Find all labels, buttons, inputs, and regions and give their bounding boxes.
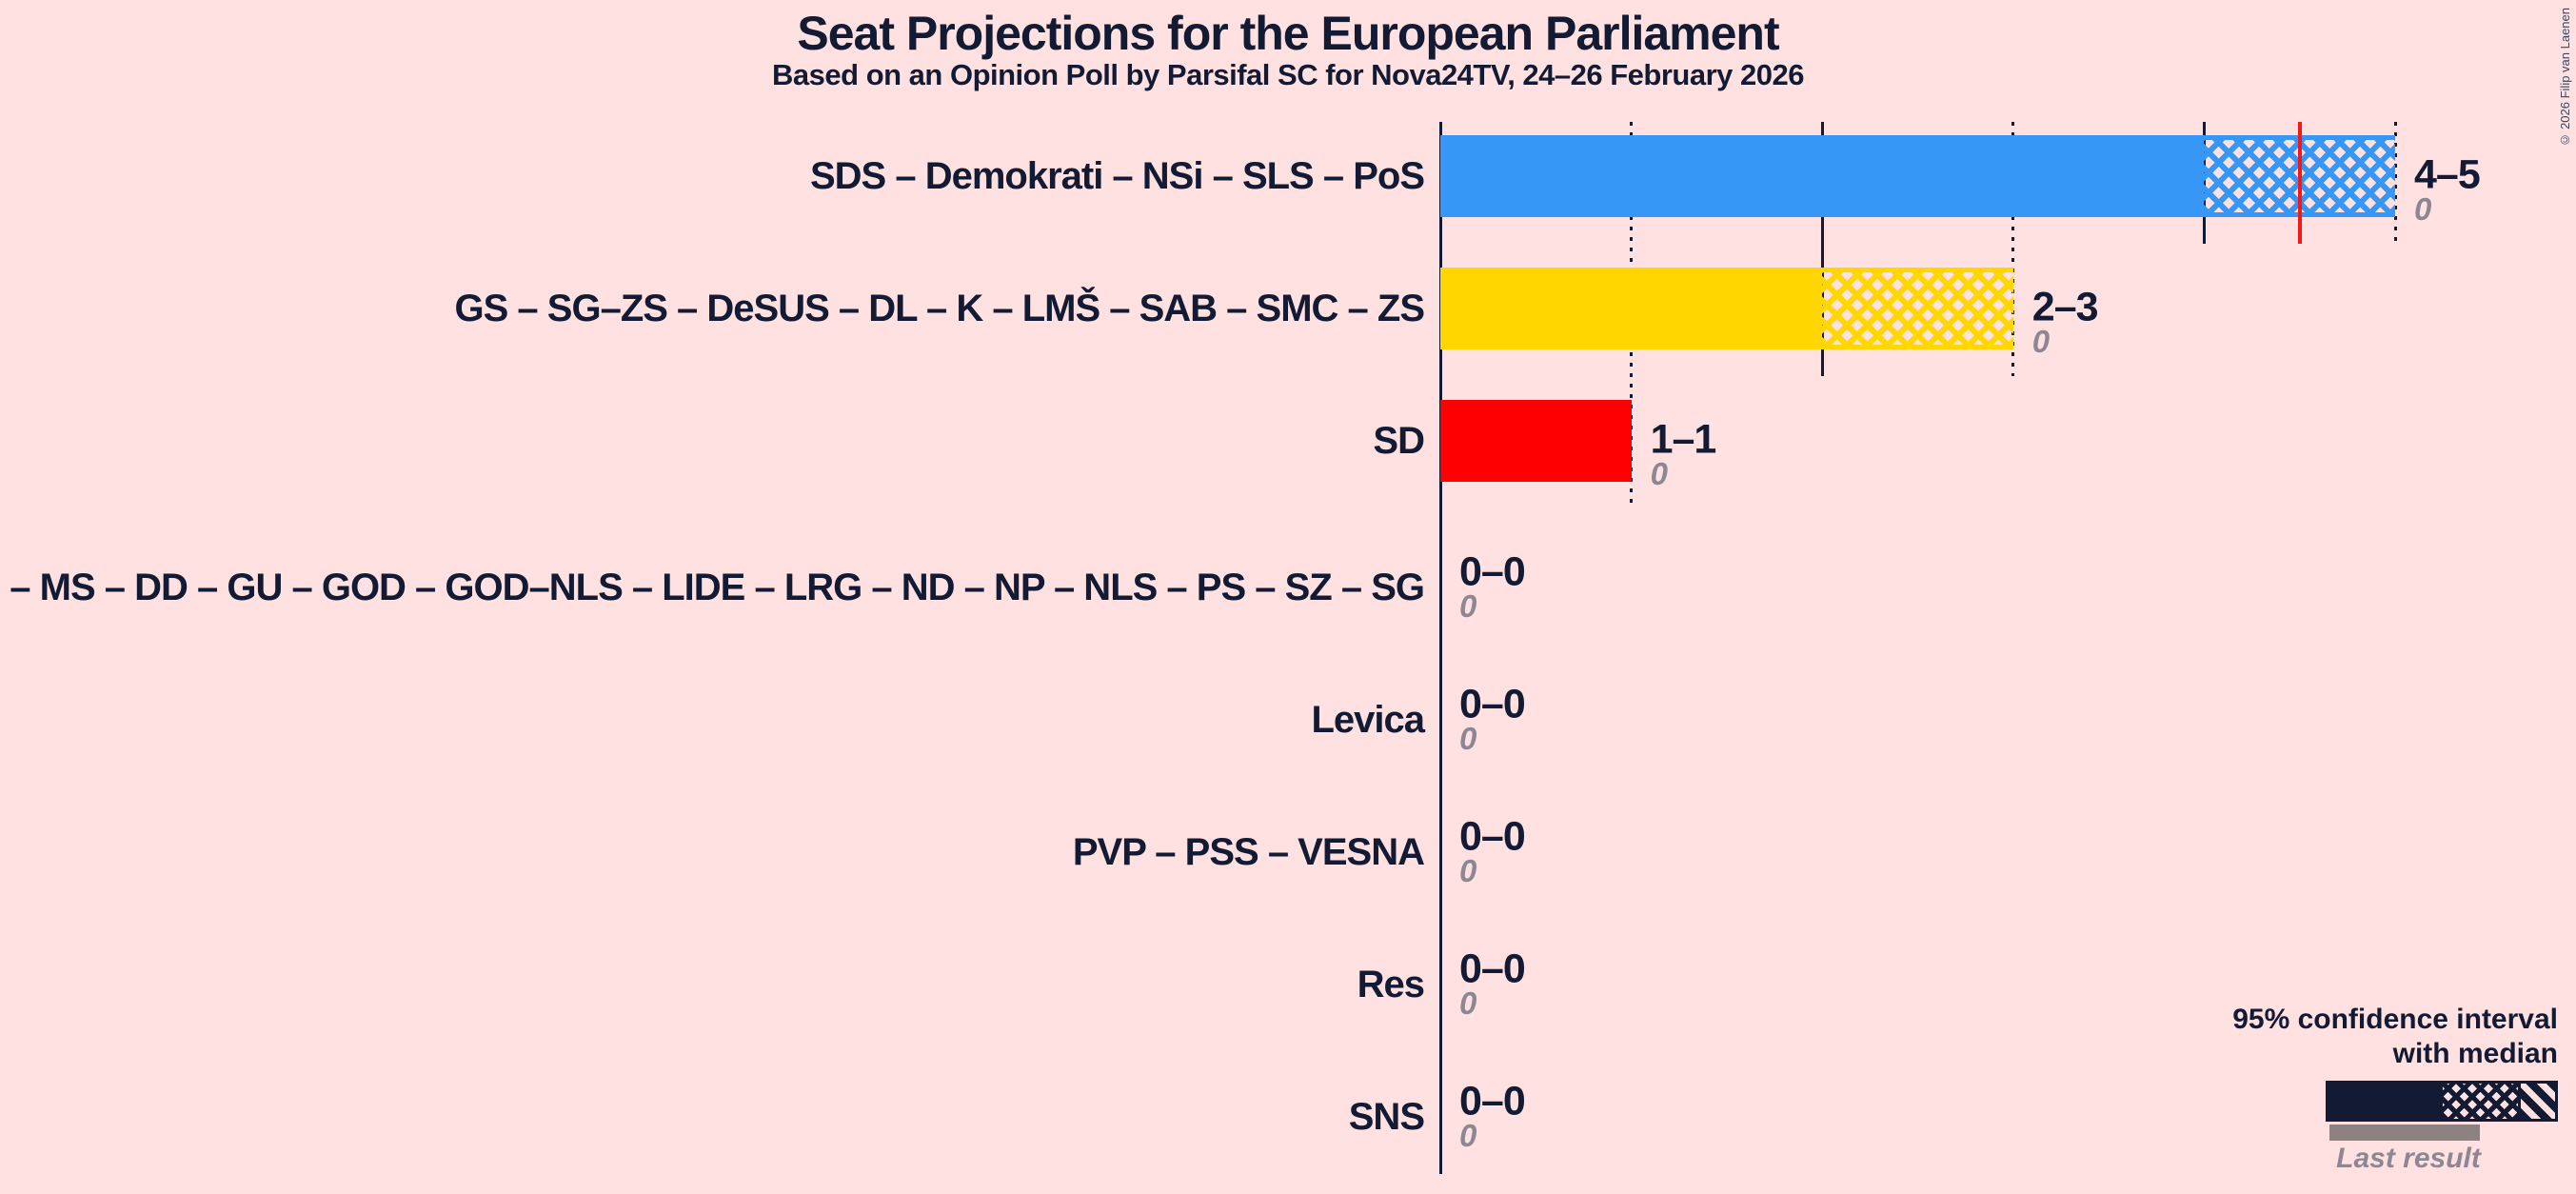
copyright-text: © 2026 Filip van Laenen — [2558, 8, 2572, 148]
last-result-value: 0 — [2414, 191, 2432, 227]
y-axis — [1438, 122, 1442, 1174]
chart-subtitle: Based on an Opinion Poll by Parsifal SC … — [772, 58, 1804, 91]
last-result-value: 0 — [1459, 721, 1477, 756]
ci-bar-hatched — [1822, 268, 2013, 349]
ci-value: 1–1 — [1650, 416, 1717, 463]
party-label: SDS – Demokrati – NSi – SLS – PoS — [809, 155, 1425, 197]
legend-diagonal-swatch — [2518, 1084, 2555, 1119]
legend-ci-bar — [2326, 1081, 2558, 1122]
ci-value: 0–0 — [1459, 681, 1526, 727]
ci-bar-solid — [1440, 135, 2205, 217]
party-label: Fokus – MS – DD – GU – GOD – GOD–NLS – L… — [0, 567, 1425, 608]
ci-value: 0–0 — [1459, 813, 1526, 860]
ci-bar-solid — [1440, 268, 1823, 349]
party-label: PVP – PSS – VESNA — [1072, 831, 1425, 873]
chart-title: Seat Projections for the European Parlia… — [797, 7, 1779, 60]
last-result-value: 0 — [1459, 985, 1477, 1021]
last-result-value: 0 — [1459, 853, 1477, 888]
gridline-solid — [1820, 122, 1824, 376]
gridline-dotted — [2393, 122, 2397, 244]
ci-value: 4–5 — [2414, 151, 2481, 198]
party-label: Levica — [1311, 699, 1425, 741]
last-result-value: 0 — [1459, 588, 1477, 624]
ci-value: 0–0 — [1459, 548, 1526, 595]
legend-last-result-bar — [2329, 1124, 2480, 1141]
legend-solid-swatch — [2328, 1084, 2443, 1119]
party-label: GS – SG–ZS – DeSUS – DL – K – LMŠ – SAB … — [454, 288, 1425, 329]
last-result-value: 0 — [1650, 456, 1668, 491]
party-label: Res — [1357, 964, 1425, 1005]
median-line — [2297, 122, 2302, 244]
legend-last-result-label: Last result — [2336, 1143, 2481, 1174]
party-label: SD — [1373, 420, 1425, 462]
gridline-dotted — [2011, 122, 2015, 376]
legend-title: 95% confidence interval with median — [2232, 1003, 2558, 1071]
last-result-value: 0 — [2031, 324, 2051, 359]
ci-value: 0–0 — [1459, 945, 1526, 992]
ci-bar-solid — [1440, 400, 1632, 482]
legend-title-line2: with median — [2392, 1038, 2558, 1069]
party-label: SNS — [1348, 1096, 1425, 1138]
legend-title-line1: 95% confidence interval — [2232, 1004, 2558, 1035]
ci-value: 2–3 — [2031, 284, 2099, 330]
legend-crosshatch-swatch — [2443, 1084, 2518, 1119]
last-result-value: 0 — [1459, 1118, 1477, 1153]
ci-value: 0–0 — [1459, 1078, 1526, 1124]
